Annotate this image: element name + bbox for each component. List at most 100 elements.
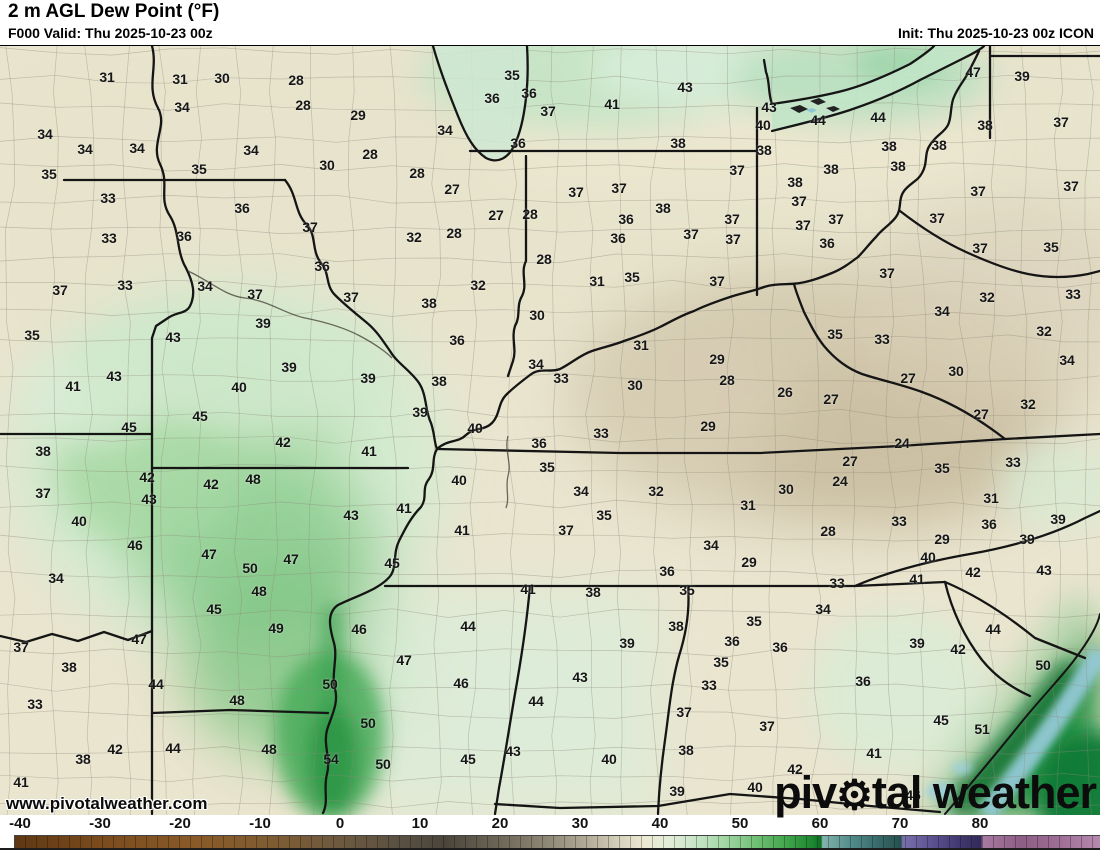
colorbar-tick-label: 60 [811, 815, 829, 832]
minor-rivers [187, 270, 510, 509]
lakes [433, 46, 984, 161]
station-value: 33 [874, 331, 890, 347]
station-value: 37 [791, 193, 807, 209]
station-value: 33 [1005, 454, 1021, 470]
station-value: 30 [627, 377, 643, 393]
station-value: 38 [75, 751, 91, 767]
station-value: 28 [295, 97, 311, 113]
border-nc-sc [943, 580, 1087, 660]
logo-text-tal: tal [871, 767, 923, 818]
station-value: 37 [729, 162, 745, 178]
river-upper-mississippi [283, 178, 439, 451]
station-value: 35 [24, 327, 40, 343]
station-value: 42 [965, 564, 981, 580]
station-value: 34 [573, 483, 589, 499]
station-value: 40 [451, 472, 467, 488]
station-value: 36 [610, 230, 626, 246]
station-value: 38 [668, 618, 684, 634]
station-value: 42 [203, 476, 219, 492]
station-value: 36 [510, 135, 526, 151]
station-value: 48 [251, 583, 267, 599]
county-borders [0, 46, 1100, 816]
colorbar-tick-label: 0 [335, 815, 345, 832]
station-value: 41 [13, 774, 29, 790]
station-value: 29 [709, 351, 725, 367]
station-value: 30 [948, 363, 964, 379]
station-value: 39 [619, 635, 635, 651]
border-oh-pa [988, 46, 1100, 140]
station-value: 38 [881, 138, 897, 154]
colorbar-tick-label: 30 [571, 815, 589, 832]
watermark-url: www.pivotalweather.com [6, 794, 208, 813]
station-value: 36 [981, 516, 997, 532]
station-value: 37 [972, 240, 988, 256]
station-value: 37 [828, 211, 844, 227]
station-value: 48 [261, 741, 277, 757]
river-detroit [762, 58, 774, 106]
border-fl-north [493, 792, 942, 814]
border-ky-va [792, 282, 1007, 441]
station-value: 32 [1020, 396, 1036, 412]
station-value: 37 [35, 485, 51, 501]
station-value: 37 [343, 289, 359, 305]
border-al-ga [656, 584, 690, 816]
station-value: 32 [406, 229, 422, 245]
station-value: 38 [756, 142, 772, 158]
station-value: 40 [755, 117, 771, 133]
river-lower-mississippi [321, 447, 439, 815]
station-value: 38 [931, 137, 947, 153]
station-value: 45 [460, 751, 476, 767]
station-value: 36 [819, 235, 835, 251]
station-value: 37 [970, 183, 986, 199]
station-value: 45 [384, 555, 400, 571]
station-value: 30 [214, 70, 230, 86]
station-value: 26 [777, 384, 793, 400]
station-value: 49 [268, 620, 284, 636]
station-value: 47 [396, 652, 412, 668]
station-value: 35 [827, 326, 843, 342]
station-value: 39 [360, 370, 376, 386]
station-value: 33 [27, 696, 43, 712]
border-missouri-west [150, 46, 195, 633]
station-value: 35 [713, 654, 729, 670]
station-value: 51 [974, 721, 990, 737]
station-value: 36 [531, 435, 547, 451]
station-value: 27 [900, 370, 916, 386]
station-value: 24 [894, 435, 910, 451]
shore-erie-north [770, 46, 936, 106]
station-value: 39 [1014, 68, 1030, 84]
station-value: 44 [148, 676, 164, 692]
station-value: 34 [815, 601, 831, 617]
border-ms-al [493, 584, 532, 816]
station-value: 44 [460, 618, 476, 634]
station-value: 41 [65, 378, 81, 394]
station-value: 30 [319, 157, 335, 173]
station-value: 28 [536, 251, 552, 267]
station-value: 29 [350, 107, 366, 123]
station-value: 29 [934, 531, 950, 547]
pivotal-weather-logo: piv⚙tal weather [774, 767, 1097, 818]
state-borders [0, 46, 1100, 816]
station-value: 36 [618, 211, 634, 227]
station-value: 28 [820, 523, 836, 539]
station-value: 38 [787, 174, 803, 190]
station-value: 39 [669, 783, 685, 799]
station-value: 31 [172, 71, 188, 87]
station-value: 40 [467, 420, 483, 436]
station-value: 42 [107, 741, 123, 757]
station-value: 33 [101, 230, 117, 246]
station-value: 37 [759, 718, 775, 734]
station-value: 33 [117, 277, 133, 293]
lake-michigan [433, 46, 528, 161]
station-value: 37 [52, 282, 68, 298]
border-il-in [506, 154, 528, 378]
station-value: 37 [1063, 178, 1079, 194]
station-value: 35 [504, 67, 520, 83]
station-value: 42 [787, 761, 803, 777]
station-value: 40 [601, 751, 617, 767]
station-value: 28 [446, 225, 462, 241]
station-value: 43 [343, 507, 359, 523]
station-value: 35 [191, 161, 207, 177]
station-value: 37 [568, 184, 584, 200]
